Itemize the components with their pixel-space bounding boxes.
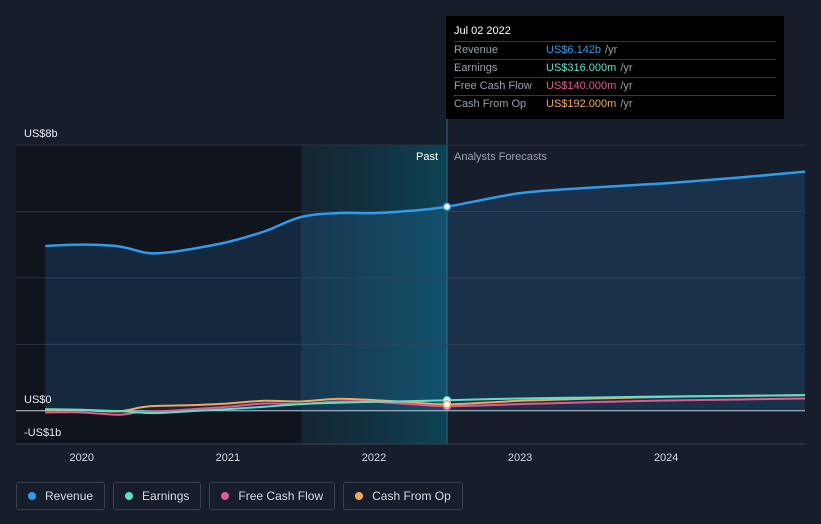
tooltip: Jul 02 2022 Revenue US$6.142b /yr Earnin… (446, 16, 784, 119)
x-tick-label: 2022 (362, 452, 386, 464)
tooltip-row-unit: /yr (620, 98, 633, 110)
y-tick-label: US$8b (24, 128, 58, 140)
tooltip-row-unit: /yr (620, 80, 633, 92)
cash-from-op-marker (442, 400, 452, 409)
chart: US$8b US$0 -US$1b 2020 2021 2022 2023 2024 Past A… (16, 95, 806, 464)
legend-item-revenue[interactable]: Revenue (16, 482, 106, 510)
tooltip-row-label: Earnings (454, 62, 498, 74)
tooltip-row-free-cash-flow: Free Cash Flow US$140.000m /yr (454, 77, 776, 95)
tooltip-row-label: Cash From Op (454, 98, 527, 110)
revenue-marker (442, 202, 452, 211)
y-tick-label: US$0 (24, 394, 52, 406)
free-cash-flow-dot-icon (221, 492, 230, 500)
tooltip-row-revenue: Revenue US$6.142b /yr (454, 41, 776, 59)
earnings-line (45, 394, 806, 415)
past-label: Past (416, 151, 438, 163)
tooltip-row-unit: /yr (605, 44, 618, 56)
tooltip-row-value: US$140.000m (546, 80, 617, 92)
legend-label: Free Cash Flow (238, 489, 324, 503)
revenue-area (45, 171, 805, 411)
tooltip-date: Jul 02 2022 (454, 25, 511, 37)
legend-item-free-cash-flow[interactable]: Free Cash Flow (209, 482, 336, 510)
revenue-line (45, 170, 806, 255)
tooltip-row-label: Revenue (454, 44, 499, 56)
legend: Revenue Earnings Free Cash Flow Cash Fro… (16, 482, 471, 510)
legend-item-earnings[interactable]: Earnings (113, 482, 202, 510)
tooltip-row-value: US$6.142b (546, 44, 602, 56)
legend-label: Revenue (45, 489, 94, 503)
tooltip-row-value: US$316.000m (546, 62, 617, 74)
past-dark-region (16, 145, 301, 444)
x-tick-label: 2024 (654, 452, 678, 464)
tooltip-row-value: US$192.000m (546, 98, 617, 110)
cash-from-op-dot-icon (355, 492, 364, 500)
past-highlight-region (300, 145, 448, 444)
legend-label: Earnings (142, 489, 190, 503)
tooltip-row-earnings: Earnings US$316.000m /yr (454, 59, 776, 77)
x-tick-label: 2020 (70, 452, 94, 464)
tooltip-row-unit: /yr (620, 62, 633, 74)
earnings-dot-icon (125, 492, 134, 500)
tooltip-row-cash-from-op: Cash From Op US$192.000m /yr (454, 95, 776, 113)
x-tick-label: 2023 (508, 452, 532, 464)
legend-label: Cash From Op (372, 489, 451, 503)
legend-item-cash-from-op[interactable]: Cash From Op (343, 482, 463, 510)
forecast-label: Analysts Forecasts (454, 151, 547, 163)
x-tick-label: 2021 (216, 452, 240, 464)
y-tick-label: -US$1b (24, 427, 61, 439)
revenue-dot-icon (28, 492, 36, 500)
tooltip-row-label: Free Cash Flow (454, 80, 532, 92)
